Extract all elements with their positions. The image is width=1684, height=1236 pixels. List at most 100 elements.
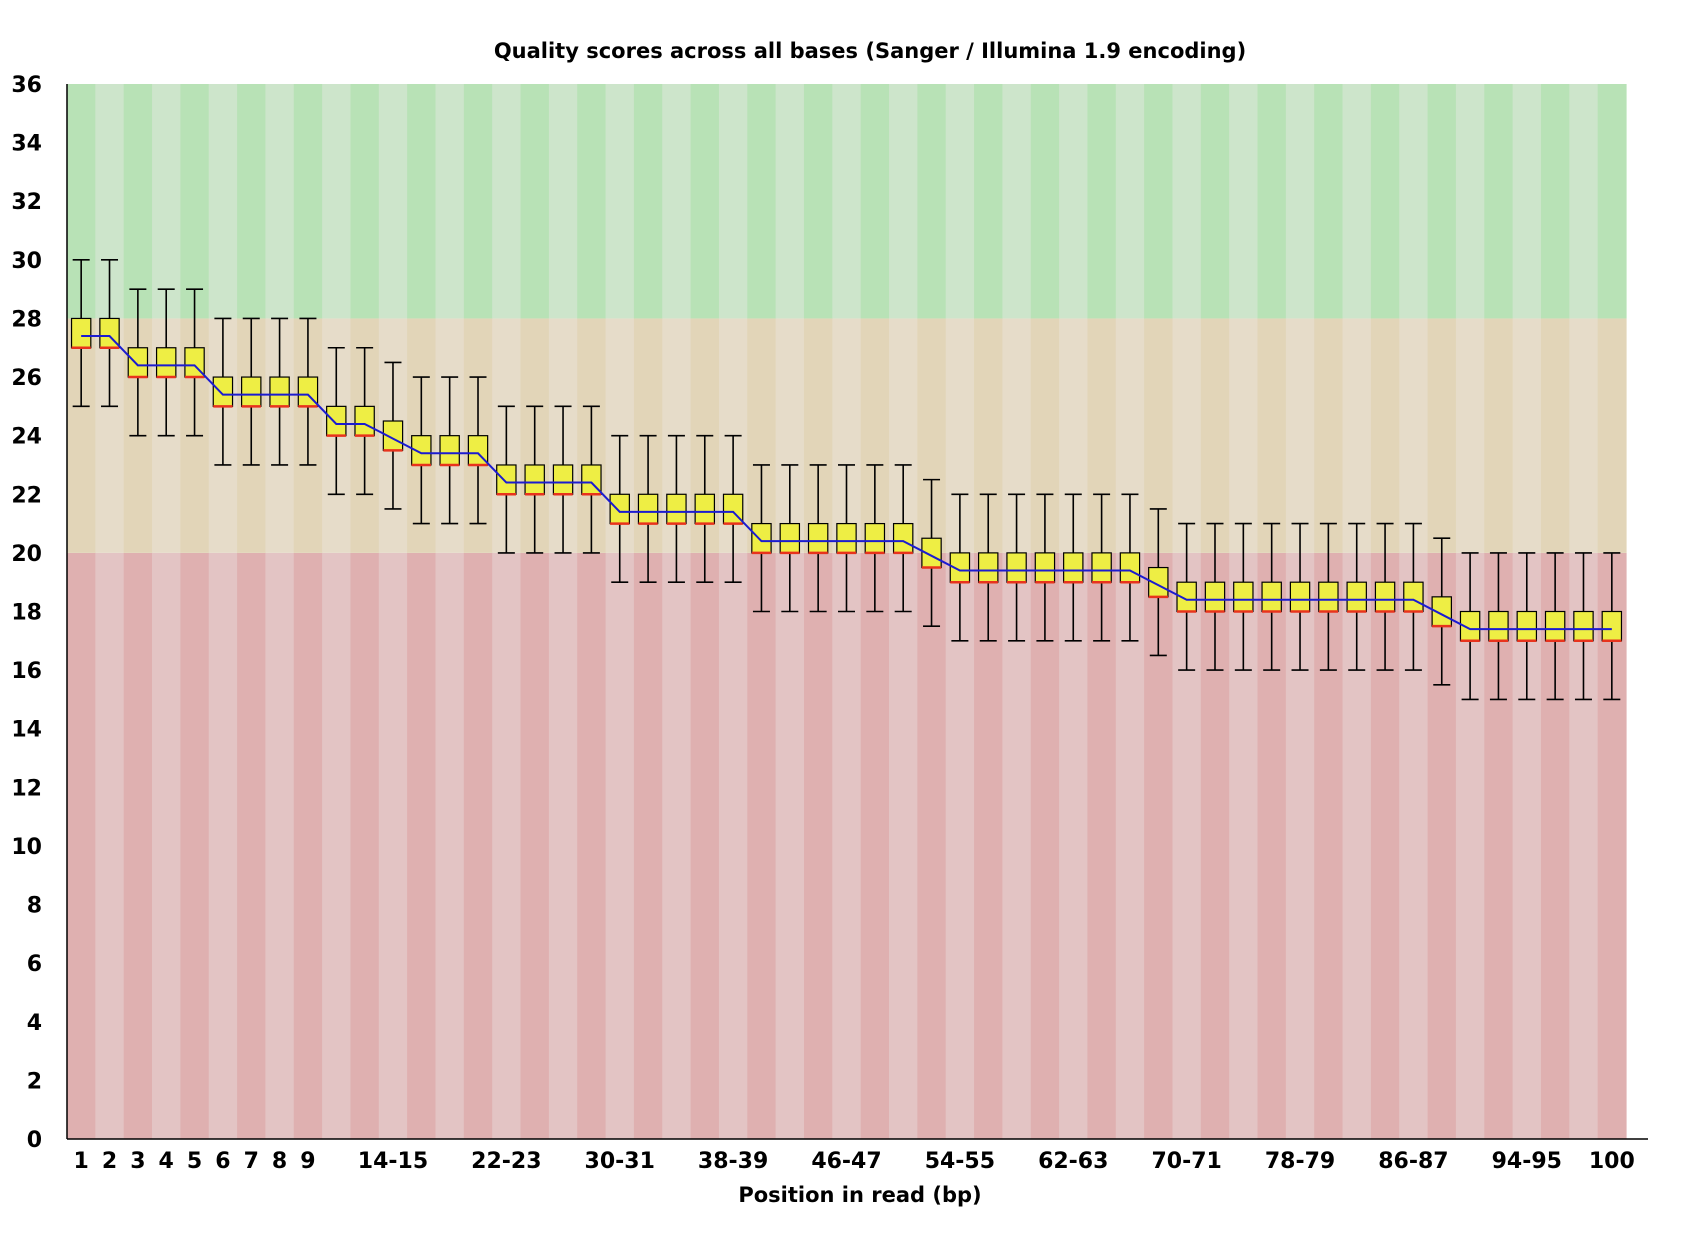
band-poor-cell	[67, 552, 96, 1139]
band-poor-cell	[435, 552, 465, 1139]
band-good-cell	[1030, 84, 1060, 319]
x-tick-label: 4	[159, 1149, 174, 1174]
band-good-cell	[775, 84, 805, 319]
band-good-cell	[1597, 84, 1627, 319]
band-good-cell	[123, 84, 153, 319]
box	[326, 405, 347, 437]
box	[864, 522, 886, 554]
band-reasonable-cell	[1370, 318, 1400, 553]
y-tick-label: 8	[27, 894, 42, 919]
box	[155, 347, 177, 378]
x-tick-label: 5	[187, 1149, 202, 1174]
y-tick-label: 10	[11, 835, 42, 860]
y-tick-label: 20	[11, 542, 42, 567]
band-good-cell	[293, 84, 323, 319]
box	[666, 493, 687, 525]
band-poor-cell	[747, 552, 777, 1139]
band-poor-cell	[860, 552, 890, 1139]
box	[439, 435, 460, 466]
band-good-cell	[917, 84, 947, 319]
band-good-cell	[463, 84, 493, 319]
box	[1374, 581, 1396, 613]
band-poor-cell	[322, 552, 352, 1139]
x-tick-label: 6	[215, 1149, 230, 1174]
band-poor-cell	[492, 552, 522, 1139]
band-poor-cell	[605, 552, 635, 1139]
band-poor-cell	[463, 552, 493, 1139]
box	[354, 405, 375, 437]
band-good-cell	[1144, 84, 1174, 319]
band-poor-cell	[548, 552, 578, 1139]
band-good-cell	[1370, 84, 1400, 319]
x-tick-label: 100	[1589, 1149, 1635, 1174]
band-good-cell	[180, 84, 210, 319]
band-poor-cell	[803, 552, 833, 1139]
y-tick-label: 16	[11, 659, 42, 684]
box	[1006, 552, 1027, 583]
band-good-cell	[690, 84, 720, 319]
band-good-cell	[152, 84, 181, 319]
box	[836, 522, 857, 554]
band-good-cell	[747, 84, 777, 319]
band-poor-cell	[1115, 552, 1145, 1139]
y-tick-label: 2	[27, 1069, 42, 1094]
band-good-cell	[520, 84, 550, 319]
x-axis-ticks: 1 2 3 4 5 6 7 8 9 14-15 22-23 30-31 38-39 46-47 54-55 6…	[74, 1149, 1635, 1174]
band-good-cell	[435, 84, 465, 319]
band-good-cell	[605, 84, 635, 319]
box	[779, 522, 801, 554]
box	[751, 522, 772, 554]
chart-title: Quality scores across all bases (Sanger …	[494, 39, 1246, 63]
y-tick-label: 0	[27, 1128, 42, 1153]
box	[1034, 552, 1056, 583]
band-good-cell	[208, 84, 238, 319]
x-tick-label: 9	[300, 1149, 315, 1174]
x-tick-label: 30-31	[585, 1149, 655, 1174]
box	[977, 552, 999, 583]
x-tick-label: 2	[102, 1149, 117, 1174]
band-good-cell	[803, 84, 833, 319]
x-tick-label: 3	[130, 1149, 145, 1174]
band-good-cell	[633, 84, 663, 319]
band-reasonable-cell	[1342, 318, 1372, 553]
x-tick-label: 46-47	[811, 1149, 881, 1174]
band-good-cell	[1399, 84, 1429, 319]
x-tick-label: 22-23	[471, 1149, 541, 1174]
band-poor-cell	[1059, 552, 1089, 1139]
band-good-cell	[974, 84, 1003, 319]
band-good-cell	[945, 84, 975, 319]
band-poor-cell	[690, 552, 720, 1139]
band-poor-cell	[974, 552, 1003, 1139]
band-reasonable-cell	[1427, 318, 1457, 553]
box	[1204, 581, 1226, 613]
axes	[66, 84, 1648, 1140]
band-good-cell	[1257, 84, 1287, 319]
box	[70, 317, 92, 349]
box	[1544, 610, 1566, 642]
mean-line-group	[81, 335, 1612, 631]
band-poor-cell	[378, 552, 408, 1139]
box	[496, 464, 517, 495]
band-poor-cell	[350, 552, 380, 1139]
box	[1346, 581, 1367, 613]
x-tick-label: 1	[74, 1149, 89, 1174]
band-good-cell	[1484, 84, 1514, 319]
box	[1488, 610, 1509, 642]
x-tick-label: 14-15	[358, 1149, 428, 1174]
band-reasonable-cell	[1484, 318, 1514, 553]
band-good-cell	[1087, 84, 1117, 319]
band-good-cell	[1342, 84, 1372, 319]
box	[807, 522, 829, 554]
band-reasonable-cell	[1597, 318, 1627, 553]
band-poor-cell	[208, 552, 238, 1139]
band-poor-cell	[1087, 552, 1117, 1139]
band-good-cell	[718, 84, 748, 319]
band-poor-cell	[633, 552, 663, 1139]
box	[1119, 552, 1141, 583]
band-good-cell	[1569, 84, 1599, 319]
y-tick-label: 30	[11, 249, 42, 274]
band-poor-cell	[95, 552, 125, 1139]
y-tick-label: 34	[11, 132, 42, 157]
